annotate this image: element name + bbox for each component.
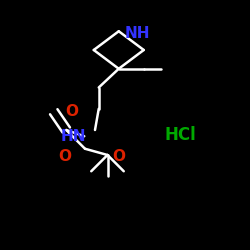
Text: HCl: HCl (164, 126, 196, 144)
Text: O: O (112, 149, 125, 164)
Text: O: O (58, 149, 71, 164)
Text: NH: NH (125, 26, 150, 41)
Text: HN: HN (61, 129, 86, 144)
Text: O: O (65, 104, 78, 119)
